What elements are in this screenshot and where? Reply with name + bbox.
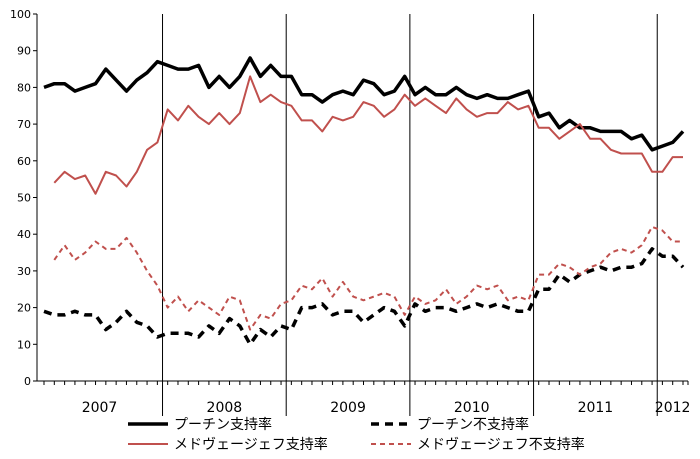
y-tick-label: 70	[17, 118, 31, 131]
series-line-2	[53, 75, 683, 195]
y-tick-label: 30	[17, 265, 31, 278]
year-label: 2012	[655, 400, 691, 416]
legend-label: メドヴェージェフ不支持率	[417, 436, 585, 453]
year-label: 2009	[330, 400, 366, 416]
year-label: 2011	[578, 400, 614, 416]
series-lines	[43, 56, 685, 347]
y-tick-label: 60	[17, 155, 31, 168]
year-label: 2010	[454, 400, 490, 416]
year-separators	[162, 14, 658, 416]
y-tick-label: 90	[17, 45, 31, 58]
y-tick-label: 40	[17, 228, 31, 241]
legend-label: プーチン不支持率	[417, 416, 529, 433]
year-label: 2008	[207, 400, 243, 416]
y-tick-label: 100	[10, 8, 31, 21]
y-tick-label: 0	[24, 375, 31, 388]
legend-label: プーチン支持率	[174, 416, 272, 433]
series-line-1	[43, 247, 685, 347]
y-tick-label: 80	[17, 81, 31, 94]
x-axis-year-labels: 2007 2008 2009 2010 2011 2012	[82, 400, 691, 416]
y-tick-label: 50	[17, 192, 31, 205]
y-tick-label: 20	[17, 302, 31, 315]
y-axis-ticks: 0 10 20 30 40 50 60 70 80 90 100	[10, 8, 37, 388]
series-line-3	[53, 225, 683, 331]
y-tick-label: 10	[17, 338, 31, 351]
year-label: 2007	[82, 400, 118, 416]
legend-label: メドヴェージェフ支持率	[174, 436, 328, 453]
axes	[36, 14, 689, 385]
